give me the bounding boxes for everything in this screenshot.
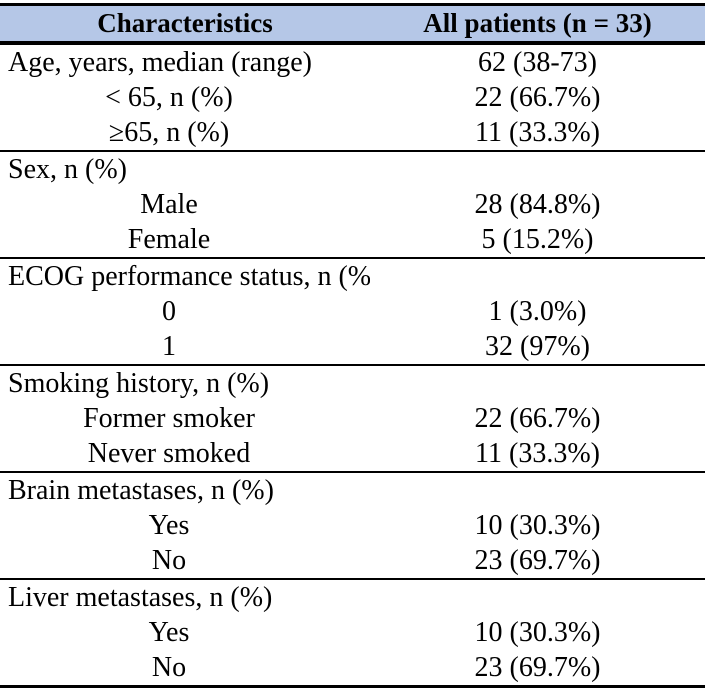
row-value: 10 (30.3%): [474, 510, 601, 541]
row-value: 32 (97%): [485, 331, 590, 362]
row-value: 23 (69.7%): [474, 652, 601, 683]
row-label: Yes: [148, 510, 190, 541]
row-label: Male: [140, 189, 198, 220]
row-value: 1 (3.0%): [488, 296, 587, 327]
row-value: 62 (38-73): [478, 47, 597, 78]
table-row-ecog-1: 1 32 (97%): [0, 329, 705, 365]
table-row-age-under65: < 65, n (%) 22 (66.7%): [0, 80, 705, 115]
row-value: 23 (69.7%): [474, 545, 601, 576]
row-value: [370, 578, 705, 615]
row-value: [370, 471, 705, 508]
row-value: 22 (66.7%): [474, 403, 601, 434]
row-value: [370, 364, 705, 401]
row-label: Liver metastases, n (%): [0, 578, 370, 615]
row-value: 11 (33.3%): [475, 438, 600, 469]
row-label: Sex, n (%): [0, 150, 370, 187]
table-row-smoking-former: Former smoker 22 (66.7%): [0, 401, 705, 436]
table-row-liver-yes: Yes 10 (30.3%): [0, 615, 705, 650]
table-row-brain-yes: Yes 10 (30.3%): [0, 508, 705, 543]
table-row-sex: Sex, n (%): [0, 150, 705, 187]
row-label: Brain metastases, n (%): [0, 471, 370, 508]
row-label: No: [151, 545, 187, 576]
row-label: ECOG performance status, n (%): [0, 257, 370, 294]
table-row-smoking-never: Never smoked 11 (33.3%): [0, 436, 705, 472]
row-value: 28 (84.8%): [474, 189, 601, 220]
table-row-liver-no: No 23 (69.7%): [0, 650, 705, 687]
table-row-liver-metastases: Liver metastases, n (%): [0, 578, 705, 615]
row-label: < 65, n (%): [105, 82, 233, 113]
header-characteristics: Characteristics: [0, 4, 370, 45]
row-label: Yes: [148, 617, 190, 648]
row-label: Former smoker: [83, 403, 255, 434]
table-row-brain-no: No 23 (69.7%): [0, 543, 705, 579]
row-value: 11 (33.3%): [475, 117, 600, 148]
table-row-age-over65: ≥65, n (%) 11 (33.3%): [0, 115, 705, 151]
table-row-brain-metastases: Brain metastases, n (%): [0, 471, 705, 508]
row-value: [370, 150, 705, 187]
row-label: 1: [162, 331, 176, 362]
row-value: 5 (15.2%): [481, 224, 594, 255]
patient-characteristics-table: Characteristics All patients (n = 33) Ag…: [0, 3, 705, 688]
row-value: 22 (66.7%): [474, 82, 601, 113]
table-row-sex-male: Male 28 (84.8%): [0, 187, 705, 222]
table-row-sex-female: Female 5 (15.2%): [0, 222, 705, 258]
table-row-ecog: ECOG performance status, n (%): [0, 257, 705, 294]
row-label: 0: [162, 296, 176, 327]
row-label: No: [151, 652, 187, 683]
row-label: Age, years, median (range): [8, 47, 312, 78]
row-label: Never smoked: [87, 438, 251, 469]
table-row-smoking: Smoking history, n (%): [0, 364, 705, 401]
header-all-patients: All patients (n = 33): [370, 4, 705, 45]
row-label: Female: [127, 224, 211, 255]
row-label: ≥65, n (%): [108, 117, 230, 148]
row-label: Smoking history, n (%): [0, 364, 370, 401]
table-row-age: Age, years, median (range) 62 (38-73): [0, 43, 705, 80]
row-value: 10 (30.3%): [474, 617, 601, 648]
table-header-row: Characteristics All patients (n = 33): [0, 4, 705, 45]
row-value: [370, 257, 705, 294]
table-row-ecog-0: 0 1 (3.0%): [0, 294, 705, 329]
